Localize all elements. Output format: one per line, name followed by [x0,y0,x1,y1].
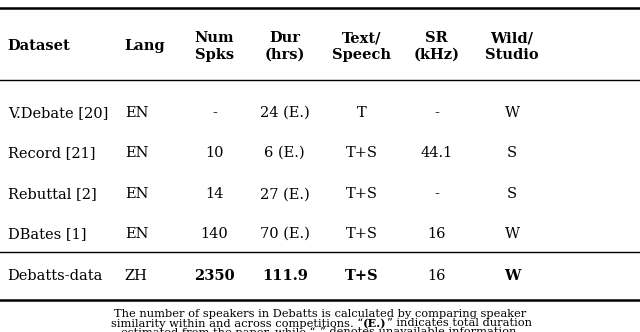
Text: T+S: T+S [345,269,378,283]
Text: 14: 14 [205,187,223,201]
Text: Text/
Speech: Text/ Speech [332,32,391,61]
Text: ” indicates total duration: ” indicates total duration [387,318,532,328]
Text: Record [21]: Record [21] [8,146,95,160]
Text: W: W [504,227,520,241]
Text: 44.1: 44.1 [420,146,452,160]
Text: -: - [212,106,217,120]
Text: Dataset: Dataset [8,40,70,53]
Text: The number of speakers in Debatts is calculated by comparing speaker: The number of speakers in Debatts is cal… [114,309,526,319]
Text: W: W [504,269,520,283]
Text: 24 (E.): 24 (E.) [260,106,310,120]
Text: 10: 10 [205,146,223,160]
Text: Wild/
Studio: Wild/ Studio [485,32,539,61]
Text: EN: EN [125,187,148,201]
Text: 140: 140 [200,227,228,241]
Text: estimated from the paper, while “: estimated from the paper, while “ [121,327,315,332]
Text: Dur
(hrs): Dur (hrs) [264,32,305,61]
Text: (E.): (E.) [363,318,387,329]
Text: 16: 16 [428,269,445,283]
Text: -: - [315,327,320,332]
Text: T: T [356,106,367,120]
Text: W: W [504,106,520,120]
Text: -: - [434,187,439,201]
Text: S: S [507,146,517,160]
Text: T+S: T+S [346,187,378,201]
Text: Num
Spks: Num Spks [195,32,234,61]
Text: similarity within and across competitions. “: similarity within and across competition… [111,318,363,329]
Text: SR
(kHz): SR (kHz) [413,32,460,61]
Text: DBates [1]: DBates [1] [8,227,86,241]
Text: EN: EN [125,146,148,160]
Text: 16: 16 [428,227,445,241]
Text: S: S [507,187,517,201]
Text: Rebuttal [2]: Rebuttal [2] [8,187,97,201]
Text: EN: EN [125,227,148,241]
Text: -: - [434,106,439,120]
Text: 2350: 2350 [194,269,235,283]
Text: ZH: ZH [125,269,148,283]
Text: 111.9: 111.9 [262,269,308,283]
Text: V.Debate [20]: V.Debate [20] [8,106,108,120]
Text: 70 (E.): 70 (E.) [260,227,310,241]
Text: T+S: T+S [346,227,378,241]
Text: ” denotes unavailable information.: ” denotes unavailable information. [320,327,520,332]
Text: 27 (E.): 27 (E.) [260,187,310,201]
Text: 6 (E.): 6 (E.) [264,146,305,160]
Text: T+S: T+S [346,146,378,160]
Text: Debatts-data: Debatts-data [8,269,103,283]
Text: EN: EN [125,106,148,120]
Text: Lang: Lang [125,40,165,53]
